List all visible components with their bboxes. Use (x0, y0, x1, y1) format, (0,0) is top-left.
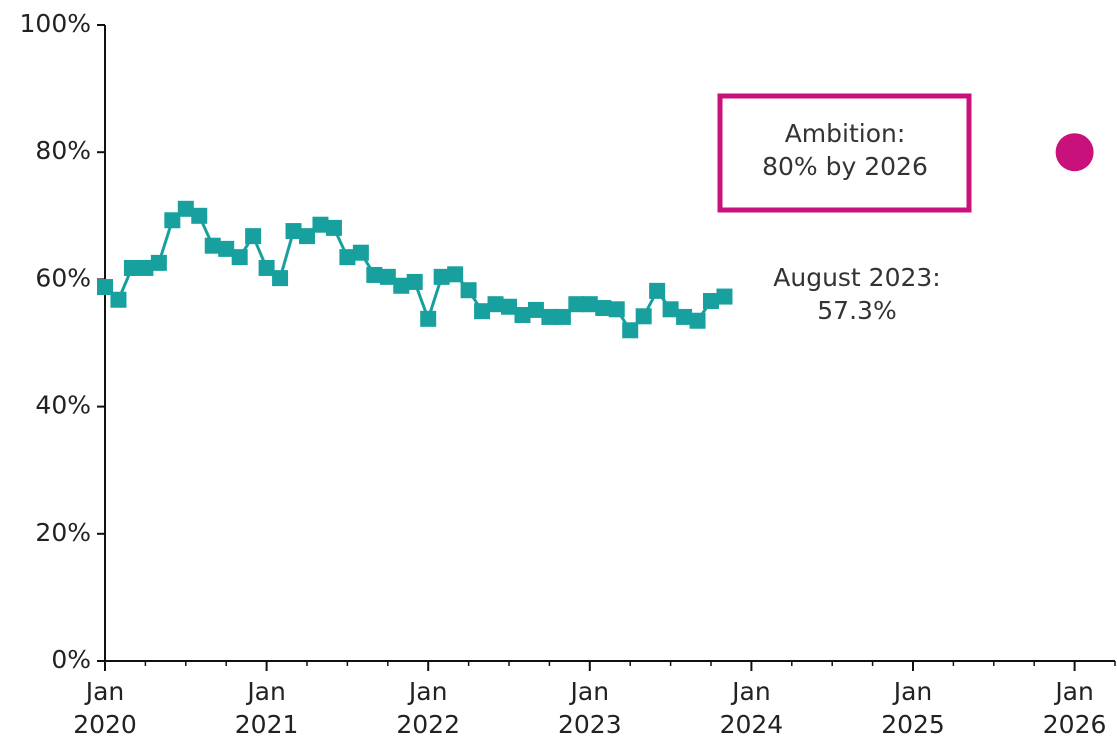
x-tick-label: 2026 (1043, 710, 1107, 738)
point-marker (676, 308, 693, 325)
point-marker (150, 254, 167, 271)
point-marker (218, 240, 235, 257)
point-marker (123, 259, 140, 276)
x-tick-label: 2020 (73, 710, 137, 738)
point-marker (285, 223, 302, 240)
point-marker (541, 308, 558, 325)
point-marker (514, 307, 531, 324)
x-tick-label: Jan (1053, 677, 1094, 706)
point-marker (312, 216, 329, 233)
point-marker (568, 296, 585, 313)
series-line (103, 207, 725, 333)
point-marker (689, 312, 706, 329)
x-tick-label: 2023 (558, 710, 622, 738)
point-marker (703, 293, 719, 310)
point-marker (608, 301, 625, 318)
point-marker (527, 301, 544, 318)
point-marker (501, 298, 517, 315)
ambition-box (717, 93, 972, 213)
point-marker (110, 291, 127, 308)
point-marker (366, 266, 383, 283)
point-marker (635, 308, 652, 325)
point-marker (245, 228, 262, 245)
point-marker (272, 270, 289, 287)
point-marker (460, 282, 477, 299)
x-tick-label: 2025 (881, 710, 945, 738)
latest-label: 57.3% (817, 296, 896, 325)
x-tick-label: 2022 (396, 710, 460, 738)
point-marker (258, 259, 275, 276)
point-marker (191, 207, 208, 224)
point-marker (406, 273, 423, 290)
point-marker (231, 249, 248, 266)
y-tick-label: 100% (20, 9, 91, 38)
x-tick-label: Jan (84, 677, 125, 706)
ambition-label: 80% by 2026 (762, 152, 928, 181)
point-marker (595, 300, 612, 317)
point-marker (420, 310, 437, 327)
point-marker (393, 277, 410, 294)
x-tick-label: Jan (569, 677, 610, 706)
point-marker (581, 296, 598, 313)
x-tick-label: Jan (730, 677, 771, 706)
y-tick-label: 60% (35, 263, 91, 292)
y-tick-label: 80% (35, 136, 91, 165)
ambition-point (1055, 133, 1094, 172)
point-marker (339, 249, 356, 266)
point-marker (554, 308, 571, 325)
x-tick-label: Jan (407, 677, 448, 706)
x-tick-label: Jan (245, 677, 286, 706)
point-marker (379, 268, 396, 285)
point-marker (137, 259, 154, 276)
y-tick-label: 0% (51, 645, 91, 674)
point-marker (299, 228, 315, 245)
point-marker (716, 288, 733, 305)
ambition-label: Ambition: (785, 119, 906, 148)
point-marker (433, 268, 450, 285)
point-marker (447, 266, 464, 283)
point-marker (352, 244, 369, 261)
point-marker (622, 322, 639, 339)
latest-label: August 2023: (773, 263, 940, 292)
point-marker (204, 237, 221, 254)
y-tick-label: 20% (35, 518, 91, 547)
point-marker (325, 219, 342, 236)
point-marker (662, 301, 679, 318)
point-marker (474, 303, 491, 320)
x-tick-label: 2024 (720, 710, 784, 738)
point-marker (97, 279, 113, 296)
point-marker (164, 212, 181, 229)
x-tick-label: Jan (892, 677, 933, 706)
point-marker (177, 200, 194, 217)
point-marker (487, 296, 504, 313)
x-tick-label: 2021 (235, 710, 299, 738)
point-marker (649, 282, 666, 299)
y-tick-label: 40% (35, 391, 91, 420)
